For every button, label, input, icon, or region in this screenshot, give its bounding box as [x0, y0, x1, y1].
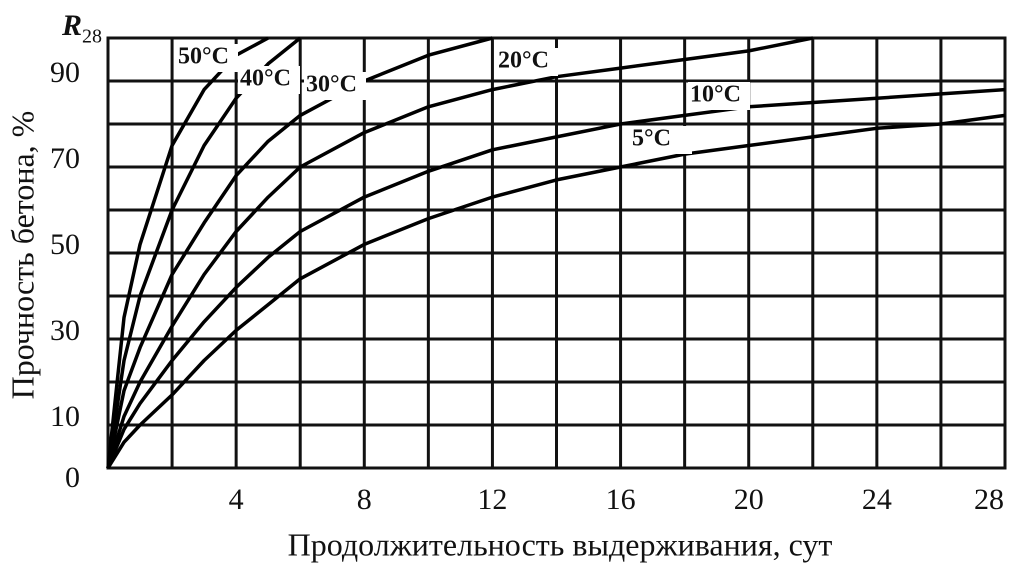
y-tick-label: 0: [65, 461, 80, 494]
x-tick-label: 16: [606, 483, 636, 516]
x-axis-label: Продолжительность выдерживания, сут: [288, 526, 833, 562]
series-line: [106, 87, 1006, 469]
series-label: 30°C: [306, 72, 357, 98]
y-tick-label: 90: [50, 56, 80, 89]
series-label-bg: [688, 82, 750, 110]
x-tick-label: 20: [734, 483, 764, 516]
y-tick-label: 70: [50, 142, 80, 175]
series-label-bg: [238, 66, 300, 94]
x-tick-label: 4: [229, 483, 244, 516]
x-tick-label: 24: [862, 483, 892, 516]
x-tick-label: 28: [974, 483, 1004, 516]
series-line: [106, 36, 493, 469]
y-axis-label: Прочность бетона, %: [4, 111, 40, 400]
y-tick-label: 30: [50, 314, 80, 347]
x-tick-label: 12: [477, 483, 507, 516]
series-label-bg: [176, 44, 238, 72]
series-line: [106, 113, 1006, 469]
series-label: 50°C: [178, 44, 229, 70]
series-line: [106, 36, 814, 469]
series-label-bg: [304, 72, 366, 100]
series-label: 5°C: [632, 126, 671, 152]
y-top-label-subscript: 28: [82, 26, 102, 48]
y-tick-label: 10: [50, 400, 80, 433]
series-label-bg: [630, 126, 692, 154]
series-label: 40°C: [240, 66, 291, 92]
plot-frame: [106, 36, 1007, 470]
series-label-bg: [496, 48, 558, 76]
series-label: 10°C: [690, 82, 741, 108]
series-label: 20°C: [498, 48, 549, 74]
y-top-label: R: [61, 9, 82, 42]
y-tick-label: 50: [50, 228, 80, 261]
x-tick-label: 8: [357, 483, 372, 516]
